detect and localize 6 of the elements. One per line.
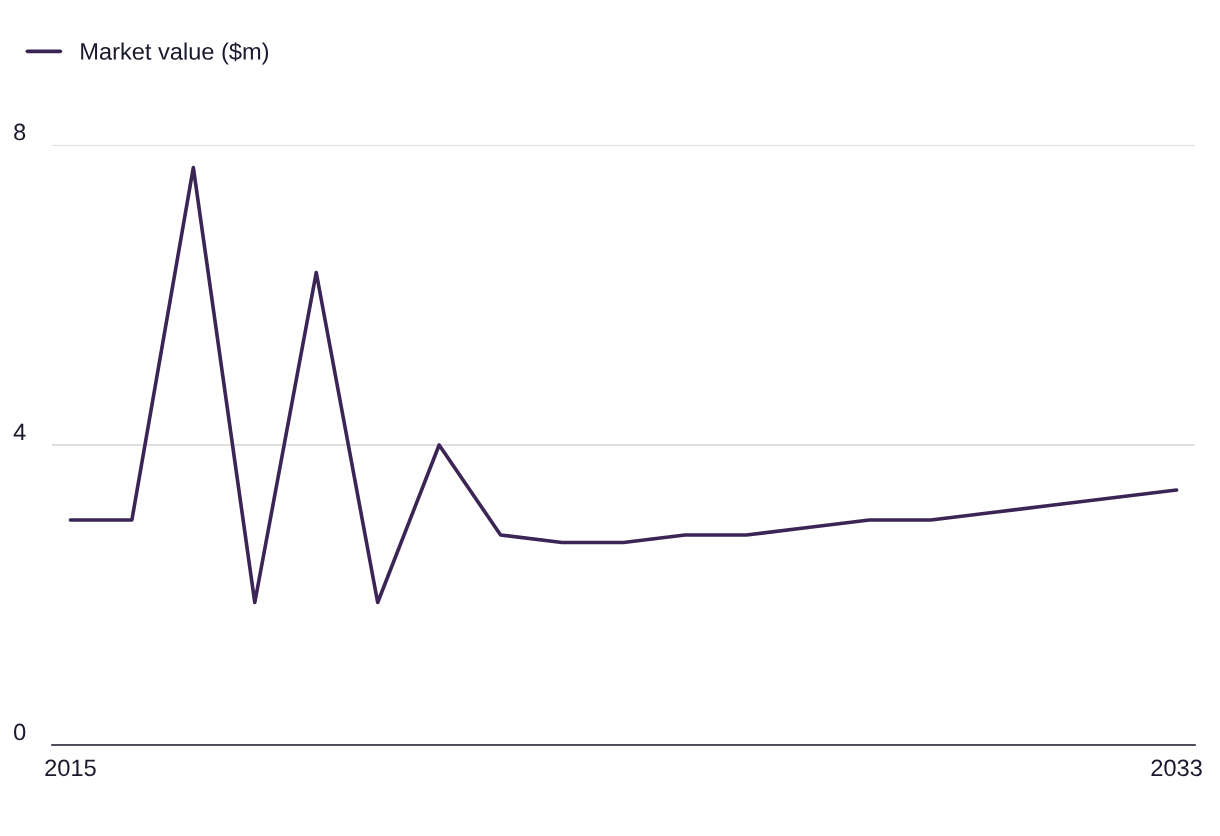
y-tick-label: 0 [14,723,26,741]
x-tick-label: 2015 [45,759,96,777]
y-tick-label: 8 [14,123,26,141]
x-tick-label: 2033 [1151,759,1202,777]
y-tick-label: 4 [13,423,26,441]
legend-label: Market value ($m) [81,42,269,65]
